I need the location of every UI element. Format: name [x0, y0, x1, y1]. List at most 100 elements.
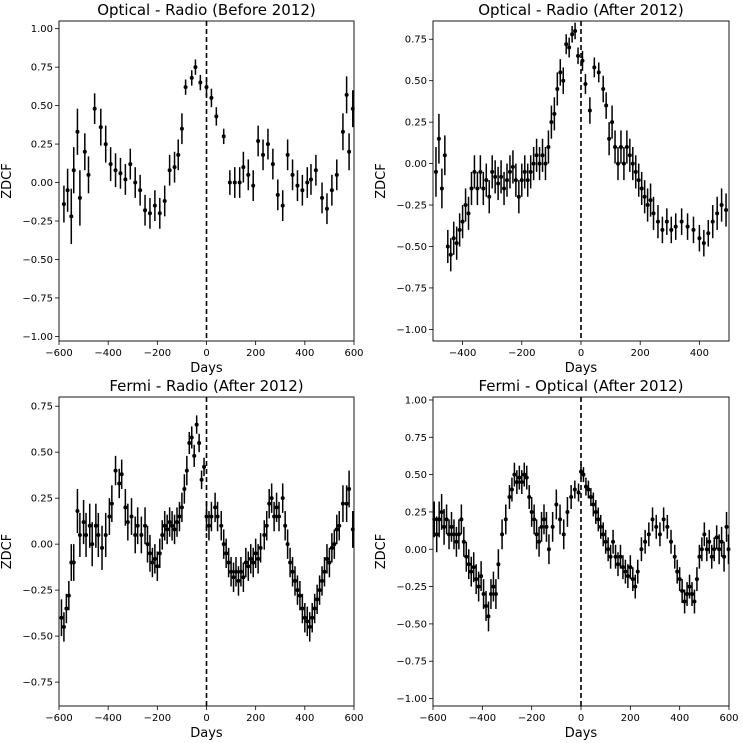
plot-frame: [58, 20, 355, 342]
data-point: [694, 577, 699, 582]
data-point: [542, 517, 546, 522]
x-tick-label: 200: [621, 713, 640, 724]
x-tick-label: 400: [690, 348, 709, 359]
data-point: [457, 227, 462, 232]
data-point: [456, 532, 461, 537]
y-tick-label: −0.50: [396, 619, 427, 630]
y-axis-label: ZDCF: [0, 163, 15, 198]
y-tick-label: −0.75: [22, 293, 53, 304]
data-point: [591, 502, 596, 507]
y-tick-label: 0.50: [405, 76, 427, 87]
data-point: [648, 198, 653, 203]
data-point: [246, 172, 251, 177]
data-point: [472, 169, 477, 174]
data-point: [651, 211, 656, 216]
data-point: [516, 194, 521, 199]
data-point: [596, 70, 601, 75]
data-point: [329, 188, 334, 193]
data-point: [601, 532, 606, 537]
data-point: [552, 111, 557, 116]
data-point: [155, 564, 160, 569]
data-point: [618, 145, 623, 150]
data-point: [636, 178, 641, 183]
x-tick-label: 400: [295, 348, 314, 359]
data-point: [669, 227, 674, 232]
data-point: [519, 178, 524, 183]
data-point: [172, 527, 177, 532]
data-point: [583, 82, 588, 87]
data-point: [234, 569, 238, 574]
data-point: [206, 523, 211, 528]
x-tick-label: −400: [469, 713, 496, 724]
data-point: [596, 517, 601, 522]
data-point: [447, 532, 452, 537]
data-point: [469, 186, 474, 191]
data-point: [193, 65, 198, 70]
y-tick-label: 0.75: [31, 63, 53, 74]
data-point: [209, 514, 214, 519]
x-axis-label: Days: [565, 726, 598, 741]
data-point: [192, 453, 197, 458]
data-point: [573, 28, 578, 33]
data-point: [329, 545, 334, 550]
data-point: [581, 472, 586, 477]
data-point: [300, 606, 305, 611]
data-point: [646, 532, 651, 537]
data-point: [529, 509, 534, 514]
data-point: [327, 560, 332, 565]
data-point: [503, 517, 508, 522]
chart-title: Optical - Radio (After 2012): [478, 1, 684, 19]
y-tick-label: 0.50: [405, 470, 427, 481]
data-point: [479, 574, 484, 579]
data-point: [189, 75, 194, 80]
data-point: [655, 219, 660, 224]
data-point: [496, 181, 501, 186]
data-point: [251, 183, 256, 188]
data-point: [123, 505, 128, 510]
data-point: [184, 468, 189, 473]
data-point: [697, 554, 702, 559]
data-point: [165, 527, 170, 532]
data-point: [613, 145, 618, 150]
data-point: [317, 588, 322, 593]
x-tick-label: 200: [246, 713, 265, 724]
y-tick-label: 0.00: [405, 545, 427, 556]
data-point: [81, 520, 86, 525]
data-point: [61, 202, 66, 207]
data-point: [633, 584, 638, 589]
data-point: [157, 211, 162, 216]
data-point: [642, 194, 647, 199]
data-point: [715, 211, 720, 216]
y-tick-label: 1.00: [405, 395, 427, 406]
data-point: [507, 169, 512, 174]
data-point: [152, 203, 157, 208]
data-point: [189, 435, 194, 440]
data-point: [315, 597, 320, 602]
data-point: [313, 168, 318, 173]
data-point: [546, 547, 551, 552]
data-point: [630, 161, 635, 166]
data-point: [460, 219, 465, 224]
data-point: [108, 162, 113, 167]
data-point: [464, 554, 469, 559]
data-point: [262, 532, 267, 537]
y-tick-label: −0.50: [22, 255, 53, 266]
data-point: [490, 169, 495, 174]
x-tick-label: 0: [578, 713, 584, 724]
data-point: [461, 539, 466, 544]
data-point: [587, 108, 592, 113]
data-point: [618, 554, 623, 559]
data-point: [65, 188, 70, 193]
x-tick-label: 200: [246, 348, 265, 359]
data-point: [231, 575, 236, 580]
data-point: [98, 125, 103, 130]
data-point: [572, 487, 577, 492]
data-point: [439, 509, 444, 514]
y-tick-label: 0.25: [31, 494, 53, 505]
data-point: [71, 560, 76, 565]
data-point: [592, 65, 597, 70]
plot-frame: [432, 396, 730, 707]
data-point: [550, 524, 555, 529]
data-point: [466, 211, 471, 216]
data-point: [103, 532, 108, 537]
